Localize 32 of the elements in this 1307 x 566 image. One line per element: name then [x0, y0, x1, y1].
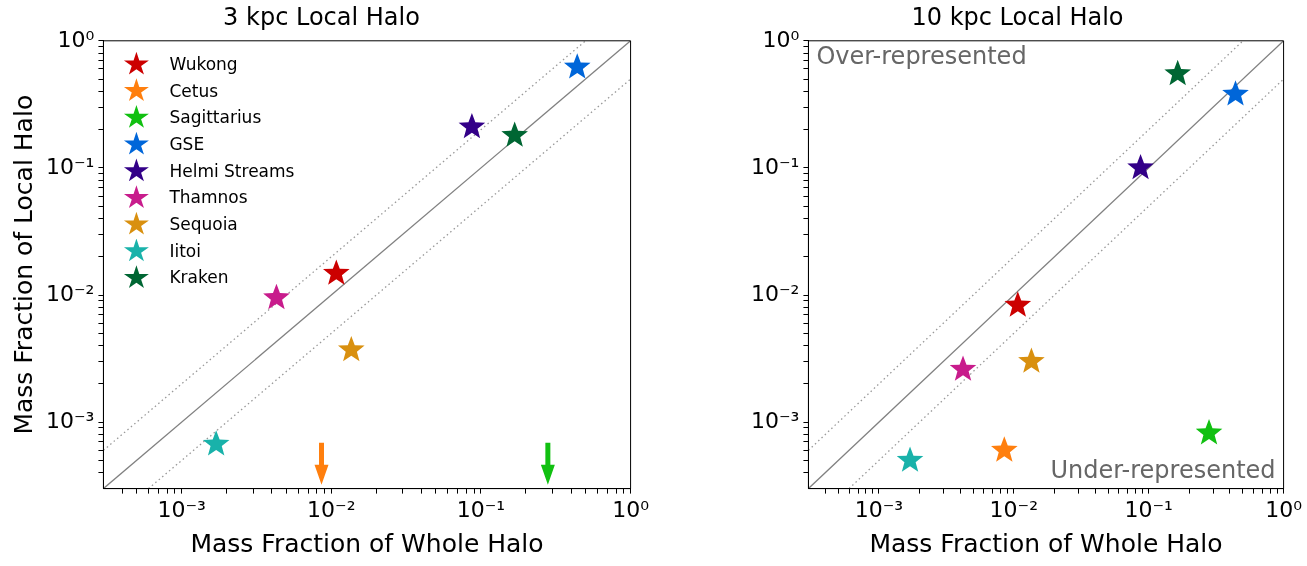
y-axis-title: Mass Fraction of Local Halo: [8, 94, 38, 435]
x-axis-title: Mass Fraction of Whole Halo: [190, 528, 544, 558]
x-tick-label: 10⁻³: [854, 496, 904, 522]
legend-label: Sagittarius: [169, 106, 262, 130]
legend-label: Thamnos: [169, 186, 248, 210]
x-tick-label: 10⁻¹: [456, 496, 506, 522]
y-tick-label: 10⁻¹: [45, 153, 95, 179]
x-tick-label: 10⁻³: [157, 496, 206, 522]
legend-label: Kraken: [169, 266, 229, 290]
legend-label: Helmi Streams: [169, 159, 295, 183]
legend-label: GSE: [169, 132, 205, 156]
y-tick-label: 10⁻³: [750, 407, 800, 433]
annotation: Under-represented: [1050, 455, 1276, 484]
x-tick-label: 10⁻¹: [1124, 496, 1173, 522]
legend-label: Cetus: [169, 79, 219, 103]
legend-label: Wukong: [169, 52, 238, 76]
legend-label: Iitoi: [169, 239, 201, 263]
x-axis-title: Mass Fraction of Whole Halo: [869, 528, 1223, 558]
x-tick-label: 10⁻²: [989, 496, 1039, 522]
x-tick-label: 10⁰: [612, 496, 650, 522]
chart-title: 3 kpc Local Halo: [223, 2, 420, 31]
annotation: Over-represented: [816, 42, 1027, 71]
y-tick-label: 10⁻¹: [750, 153, 800, 179]
y-tick-label: 10⁰: [57, 26, 95, 52]
legend-label: Sequoia: [169, 213, 238, 236]
chart-title: 10 kpc Local Halo: [911, 2, 1124, 31]
y-tick-label: 10⁻³: [45, 407, 95, 433]
y-tick-label: 10⁻²: [45, 280, 95, 306]
y-tick-label: 10⁰: [762, 26, 800, 52]
y-tick-label: 10⁻²: [750, 280, 800, 306]
x-tick-label: 10⁻²: [307, 496, 356, 522]
x-tick-label: 10⁰: [1265, 496, 1303, 522]
